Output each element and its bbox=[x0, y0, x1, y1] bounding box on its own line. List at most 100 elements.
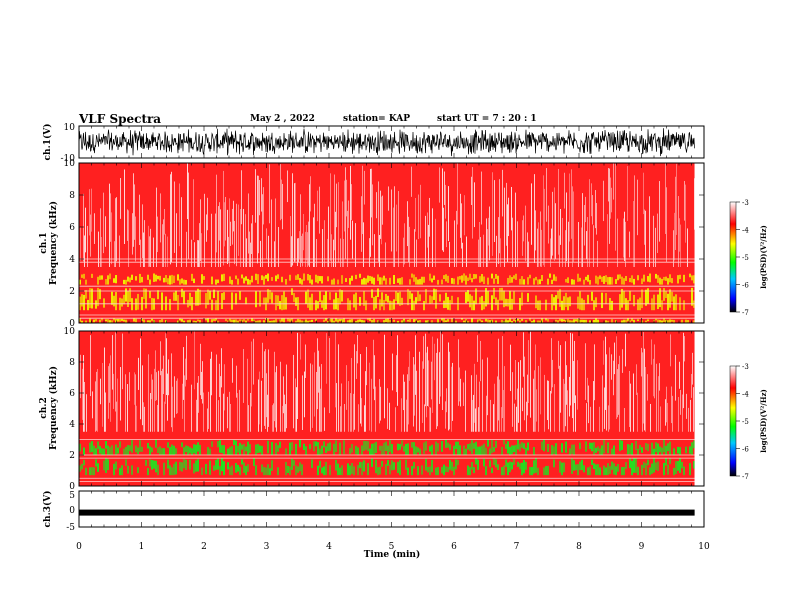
noise-streak bbox=[512, 372, 513, 427]
band-cell bbox=[249, 279, 251, 285]
band-cell bbox=[659, 446, 661, 453]
band-cell bbox=[131, 465, 133, 475]
noise-streak bbox=[548, 205, 549, 244]
band-cell bbox=[323, 466, 325, 476]
noise-streak bbox=[211, 351, 212, 396]
band-cell bbox=[533, 446, 535, 455]
noise-streak bbox=[198, 376, 199, 413]
noise-streak bbox=[585, 196, 586, 223]
noise-streak bbox=[403, 237, 404, 267]
band-cell bbox=[471, 295, 473, 311]
band-cell bbox=[579, 319, 581, 323]
noise-streak bbox=[335, 332, 336, 408]
band-cell bbox=[349, 319, 351, 323]
band-cell bbox=[447, 442, 449, 448]
band-cell bbox=[243, 462, 245, 473]
band-cell bbox=[431, 296, 433, 304]
band-cell bbox=[93, 319, 95, 323]
noise-streak bbox=[389, 402, 390, 430]
band-cell bbox=[155, 274, 157, 282]
band-cell bbox=[513, 275, 515, 279]
noise-streak bbox=[688, 407, 689, 432]
band-cell bbox=[131, 274, 133, 280]
band-cell bbox=[121, 298, 123, 307]
band-cell bbox=[289, 318, 291, 322]
band-cell bbox=[565, 441, 567, 453]
band-cell bbox=[237, 464, 239, 472]
noise-streak bbox=[233, 200, 234, 232]
band-cell bbox=[343, 440, 345, 455]
band-cell bbox=[183, 458, 185, 469]
noise-streak bbox=[290, 216, 291, 267]
band-cell bbox=[619, 294, 621, 311]
band-cell bbox=[455, 459, 457, 470]
noise-streak bbox=[517, 388, 518, 432]
noise-streak bbox=[578, 222, 579, 267]
band-cell bbox=[543, 467, 545, 476]
noise-streak bbox=[336, 183, 337, 228]
band-cell bbox=[291, 288, 293, 296]
band-cell bbox=[319, 448, 321, 455]
band-cell bbox=[685, 319, 687, 323]
band-cell bbox=[553, 459, 555, 468]
noise-streak bbox=[300, 334, 301, 360]
band-cell bbox=[489, 460, 491, 468]
noise-streak bbox=[115, 332, 116, 412]
noise-streak bbox=[675, 354, 676, 401]
noise-streak bbox=[255, 169, 256, 223]
band-cell bbox=[135, 445, 137, 453]
band-cell bbox=[325, 291, 327, 310]
band-cell bbox=[633, 278, 635, 285]
band-cell bbox=[215, 300, 217, 311]
band-cell bbox=[581, 298, 583, 311]
band-cell bbox=[433, 275, 435, 280]
band-cell bbox=[421, 465, 423, 475]
noise-streak bbox=[111, 212, 112, 265]
noise-streak bbox=[84, 381, 85, 432]
band-cell bbox=[411, 273, 413, 278]
noise-streak bbox=[679, 361, 680, 389]
noise-streak bbox=[524, 356, 525, 421]
noise-streak bbox=[197, 382, 198, 432]
band-cell bbox=[367, 463, 369, 476]
band-cell bbox=[135, 298, 137, 311]
frequency-tick-label: 8 bbox=[69, 358, 75, 368]
noise-streak bbox=[348, 381, 349, 432]
noise-streak bbox=[366, 346, 367, 386]
noise-streak bbox=[295, 182, 296, 262]
band-cell bbox=[535, 295, 537, 309]
noise-streak bbox=[261, 380, 262, 432]
noise-streak bbox=[251, 223, 252, 255]
noise-streak bbox=[534, 370, 535, 432]
band-cell bbox=[255, 465, 257, 476]
ch2-spec-ticks bbox=[78, 330, 705, 487]
band-cell bbox=[381, 445, 383, 455]
noise-streak bbox=[280, 361, 281, 432]
band-cell bbox=[325, 318, 327, 321]
band-cell bbox=[375, 295, 377, 309]
band-cell bbox=[667, 464, 669, 475]
noise-streak bbox=[535, 210, 536, 251]
noise-streak bbox=[489, 206, 490, 261]
noise-streak bbox=[460, 378, 461, 407]
noise-streak bbox=[618, 364, 619, 415]
noise-streak bbox=[362, 165, 363, 235]
band-cell bbox=[637, 319, 639, 322]
noise-streak bbox=[342, 201, 343, 267]
noise-streak bbox=[83, 355, 84, 432]
noise-streak bbox=[83, 193, 84, 262]
noise-streak bbox=[594, 344, 595, 401]
band-cell bbox=[671, 319, 673, 322]
noise-streak bbox=[318, 350, 319, 393]
date-label: May 2 , 2022 bbox=[250, 114, 315, 124]
band-cell bbox=[129, 445, 131, 452]
band-cell bbox=[493, 278, 495, 284]
band-cell bbox=[675, 294, 677, 311]
noise-streak bbox=[670, 334, 671, 367]
band-cell bbox=[513, 291, 515, 305]
noise-streak bbox=[477, 335, 478, 362]
noise-streak bbox=[249, 231, 250, 267]
band-cell bbox=[251, 275, 253, 283]
noise-streak bbox=[427, 346, 428, 406]
noise-streak bbox=[394, 186, 395, 267]
